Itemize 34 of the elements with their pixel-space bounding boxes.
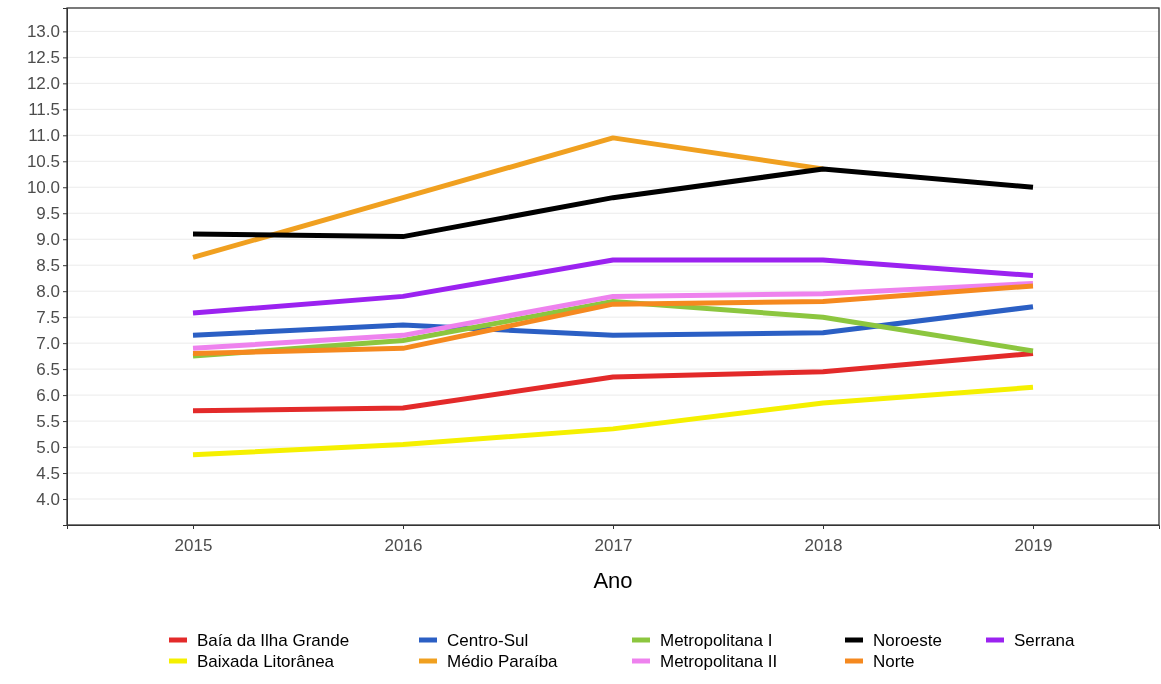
legend-label: Norte: [873, 652, 915, 671]
x-tick-label: 2016: [384, 535, 423, 555]
legend-label: Serrana: [1014, 631, 1076, 650]
x-tick-label: 2015: [174, 535, 213, 555]
y-tick-label: 4.5: [36, 463, 60, 483]
legend-label: Centro-Sul: [447, 631, 529, 650]
y-tick-label: 10.5: [26, 152, 60, 172]
y-tick-label: 13.0: [26, 22, 60, 42]
x-axis-title: Ano: [593, 568, 633, 593]
y-tick-label: 6.5: [36, 360, 60, 380]
legend-label: Noroeste: [873, 631, 942, 650]
y-tick-label: 8.0: [36, 282, 60, 302]
legend-label: Baixada Litorânea: [197, 652, 335, 671]
y-tick-label: 12.0: [26, 74, 60, 94]
y-tick-label: 10.0: [26, 178, 60, 198]
y-tick-label: 7.0: [36, 334, 60, 354]
legend-label: Baía da Ilha Grande: [197, 631, 350, 650]
y-tick-label: 8.5: [36, 256, 60, 276]
y-tick-label: 11.5: [28, 100, 60, 120]
y-tick-label: 4.0: [36, 489, 60, 509]
y-tick-label: 5.5: [36, 412, 60, 432]
legend-label: Metropolitana I: [660, 631, 773, 650]
y-tick-label: 12.5: [26, 48, 60, 68]
x-tick-label: 2018: [804, 535, 843, 555]
legend-label: Metropolitana II: [660, 652, 778, 671]
y-tick-label: 7.5: [36, 308, 60, 328]
y-tick-label: 6.0: [36, 386, 60, 406]
y-tick-label: 5.0: [36, 438, 60, 457]
x-tick-label: 2019: [1014, 535, 1053, 555]
legend-label: Médio Paraíba: [447, 652, 559, 671]
y-tick-label: 9.0: [36, 230, 60, 250]
y-tick-label: 11.0: [28, 126, 60, 146]
y-tick-label: 9.5: [36, 204, 60, 224]
x-tick-label: 2017: [594, 535, 633, 555]
